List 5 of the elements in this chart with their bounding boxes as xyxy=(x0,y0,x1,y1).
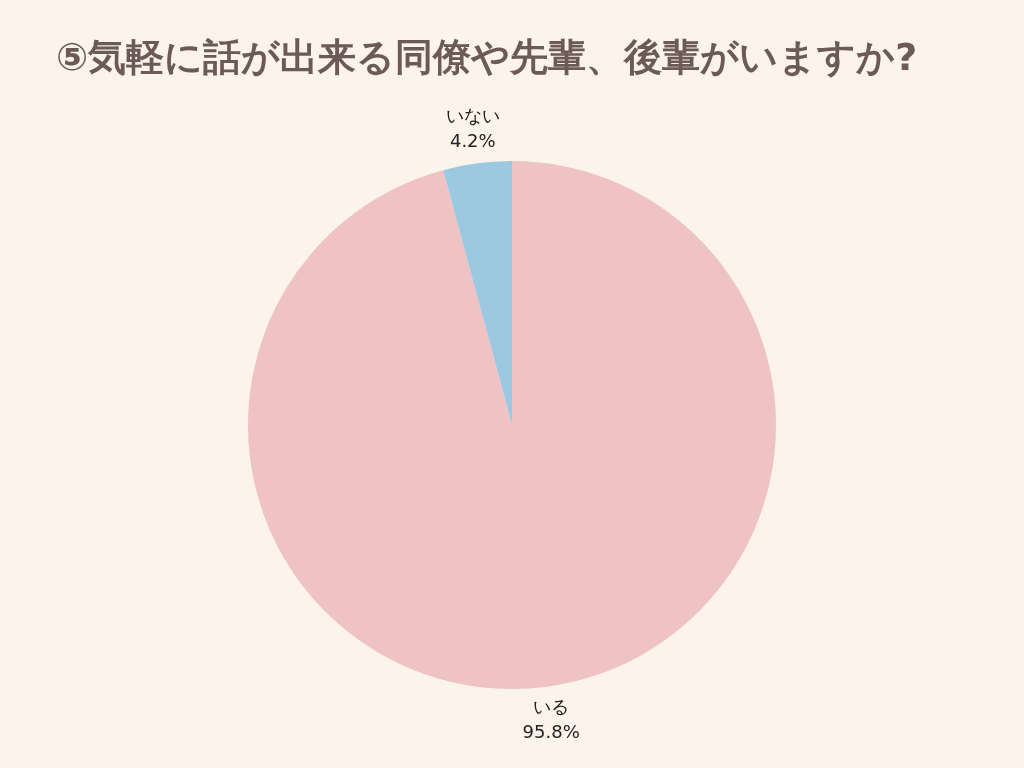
data-label: 4.2% xyxy=(449,130,496,152)
chart-title: ⑤気軽に話が出来る同僚や先輩、後輩がいますか? xyxy=(56,34,918,79)
data-label: 95.8% xyxy=(522,721,580,743)
slice-label: いない xyxy=(445,105,500,127)
slice-label: いる xyxy=(533,696,570,718)
